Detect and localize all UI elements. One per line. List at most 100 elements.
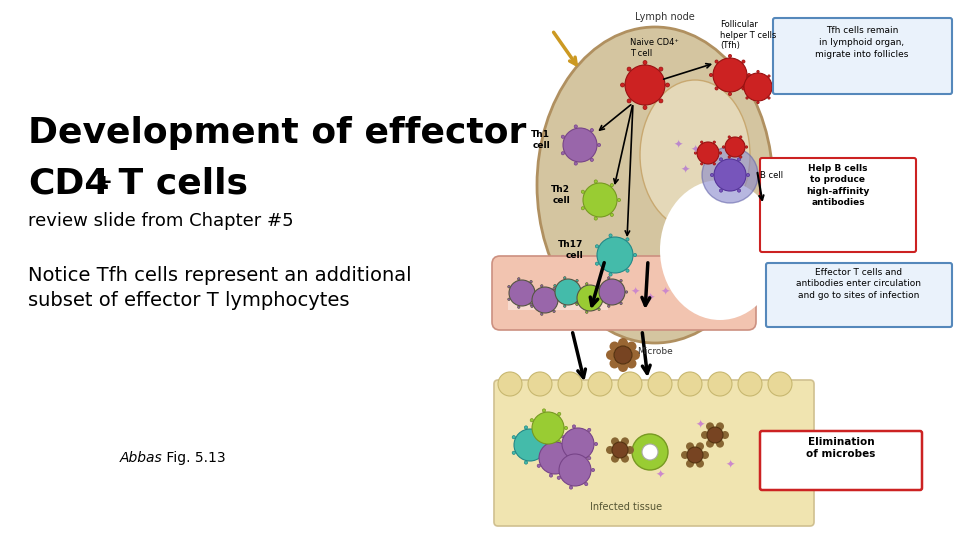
Text: ✦: ✦ bbox=[681, 165, 689, 175]
Text: Tfh cells remain
in lymphoid organ,
migrate into follicles: Tfh cells remain in lymphoid organ, migr… bbox=[815, 26, 909, 59]
Circle shape bbox=[706, 422, 714, 430]
Text: Fig. 5.13: Fig. 5.13 bbox=[162, 451, 226, 465]
Circle shape bbox=[708, 372, 732, 396]
Circle shape bbox=[561, 450, 564, 454]
Circle shape bbox=[696, 460, 704, 468]
FancyBboxPatch shape bbox=[492, 256, 756, 330]
Circle shape bbox=[558, 413, 561, 415]
Circle shape bbox=[626, 446, 634, 454]
Text: CD4: CD4 bbox=[28, 166, 109, 200]
Circle shape bbox=[583, 183, 617, 217]
Circle shape bbox=[627, 67, 631, 71]
Circle shape bbox=[530, 303, 532, 306]
Circle shape bbox=[625, 291, 628, 293]
Circle shape bbox=[719, 152, 722, 154]
Circle shape bbox=[532, 412, 564, 444]
Circle shape bbox=[582, 190, 585, 193]
Circle shape bbox=[634, 253, 636, 256]
Circle shape bbox=[686, 460, 694, 468]
Circle shape bbox=[549, 439, 553, 442]
Circle shape bbox=[594, 217, 597, 220]
Circle shape bbox=[554, 297, 556, 300]
Circle shape bbox=[721, 431, 729, 439]
Circle shape bbox=[564, 427, 567, 430]
Text: ✦: ✦ bbox=[726, 460, 734, 470]
Ellipse shape bbox=[640, 80, 750, 230]
Text: Infected tissue: Infected tissue bbox=[590, 502, 662, 512]
Text: Naive CD4⁺
T cell: Naive CD4⁺ T cell bbox=[630, 38, 679, 58]
Circle shape bbox=[606, 446, 614, 454]
Circle shape bbox=[617, 198, 620, 201]
Circle shape bbox=[620, 280, 622, 282]
FancyBboxPatch shape bbox=[760, 158, 916, 252]
Circle shape bbox=[597, 237, 633, 273]
Circle shape bbox=[588, 372, 612, 396]
Circle shape bbox=[642, 444, 658, 460]
Circle shape bbox=[538, 449, 540, 452]
Circle shape bbox=[582, 207, 585, 210]
Circle shape bbox=[559, 454, 591, 486]
Circle shape bbox=[737, 189, 740, 192]
Circle shape bbox=[517, 306, 520, 308]
Circle shape bbox=[710, 173, 713, 177]
Circle shape bbox=[737, 158, 740, 161]
Circle shape bbox=[744, 73, 772, 101]
Circle shape bbox=[722, 146, 725, 148]
Circle shape bbox=[694, 152, 697, 154]
Circle shape bbox=[588, 456, 590, 460]
Circle shape bbox=[598, 286, 600, 288]
Circle shape bbox=[530, 418, 534, 422]
Text: ✦: ✦ bbox=[631, 287, 639, 297]
Circle shape bbox=[659, 99, 663, 103]
Circle shape bbox=[557, 476, 561, 480]
Text: B cell: B cell bbox=[760, 171, 783, 179]
Circle shape bbox=[609, 273, 612, 276]
Circle shape bbox=[532, 287, 558, 313]
FancyBboxPatch shape bbox=[494, 380, 814, 526]
Ellipse shape bbox=[537, 27, 773, 343]
Circle shape bbox=[553, 310, 555, 313]
Circle shape bbox=[598, 297, 600, 300]
Bar bbox=[508, 298, 608, 310]
Circle shape bbox=[627, 99, 631, 103]
FancyBboxPatch shape bbox=[766, 263, 952, 327]
Circle shape bbox=[569, 486, 572, 489]
Circle shape bbox=[707, 427, 723, 443]
Circle shape bbox=[768, 75, 770, 77]
Circle shape bbox=[562, 152, 564, 155]
Circle shape bbox=[729, 92, 732, 96]
Circle shape bbox=[509, 280, 535, 306]
Circle shape bbox=[585, 454, 588, 457]
Text: subset of effector T lymphocytes: subset of effector T lymphocytes bbox=[28, 291, 349, 310]
Circle shape bbox=[611, 455, 619, 463]
Circle shape bbox=[508, 286, 510, 288]
Circle shape bbox=[610, 359, 619, 368]
Circle shape bbox=[626, 269, 629, 272]
Circle shape bbox=[728, 156, 731, 158]
Circle shape bbox=[643, 105, 647, 110]
Text: ✦: ✦ bbox=[656, 470, 664, 480]
Ellipse shape bbox=[660, 180, 780, 320]
Circle shape bbox=[606, 350, 616, 360]
Circle shape bbox=[618, 362, 628, 372]
Circle shape bbox=[742, 87, 745, 90]
Circle shape bbox=[564, 470, 567, 474]
Circle shape bbox=[772, 86, 775, 88]
Circle shape bbox=[598, 308, 600, 310]
Circle shape bbox=[524, 426, 528, 429]
Circle shape bbox=[576, 303, 578, 306]
Circle shape bbox=[621, 437, 629, 446]
Circle shape bbox=[746, 75, 748, 77]
Circle shape bbox=[713, 58, 747, 92]
Circle shape bbox=[586, 311, 588, 313]
Circle shape bbox=[681, 451, 689, 459]
Circle shape bbox=[597, 144, 601, 146]
Circle shape bbox=[577, 285, 603, 311]
Text: ✦: ✦ bbox=[695, 420, 705, 430]
Circle shape bbox=[576, 302, 578, 305]
Circle shape bbox=[582, 291, 584, 293]
Circle shape bbox=[625, 65, 665, 105]
Circle shape bbox=[729, 55, 732, 58]
Circle shape bbox=[540, 429, 542, 433]
Circle shape bbox=[626, 238, 629, 241]
